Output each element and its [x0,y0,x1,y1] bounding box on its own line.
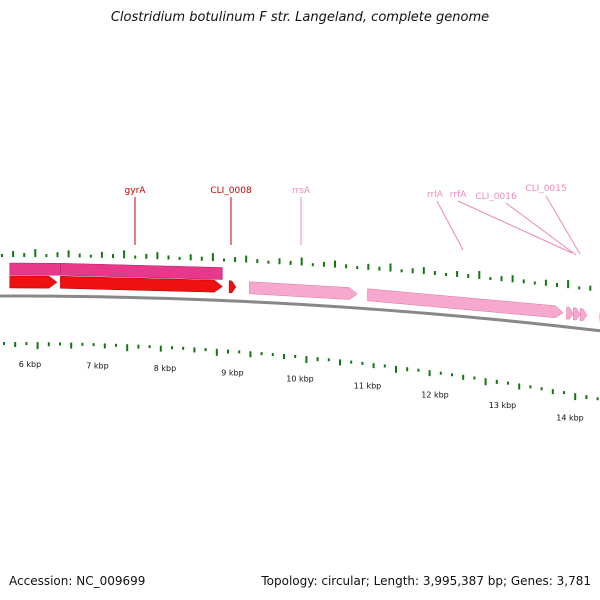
gene-labels: gyrA CLI_0008 rrsA rrlA rrfA CLI_0016 CLI_0015 [125,184,581,256]
gene-label: gyrA [125,186,147,196]
axis-tick-label: 11 kbp [354,382,382,391]
reverse-gene-arrow [9,275,58,289]
gene-label: CLI_0015 [525,184,566,194]
reverse-gene-arrow [367,288,564,318]
axis-tick-label: 13 kbp [489,401,517,410]
axis-tick-label: 12 kbp [421,391,449,400]
forward-gene [9,262,61,276]
gene-leader-line [545,195,581,255]
reverse-gene-arrow [249,281,358,300]
axis-tick-label: 7 kbp [86,361,108,370]
gene-leader-line [436,200,464,251]
reverse-gene-arrow [573,307,581,321]
gene-label: CLI_0008 [210,186,252,196]
reverse-gene-arrow [60,275,223,293]
axis-tick-label: 8 kbp [154,364,176,373]
gene-leader-line [505,202,577,256]
axis-tick-label: 10 kbp [286,374,314,383]
gc-content-ticks [1,249,592,291]
accession-label: Accession: NC_009699 [9,574,146,588]
reverse-gene-arrow [579,308,588,322]
axis-tick-label: 6 kbp [19,360,41,369]
genome-backbone [0,294,600,333]
gene-label: rrlA [427,190,444,200]
gene-label: rrfA [450,190,467,200]
genome-summary: Topology: circular; Length: 3,995,387 bp… [261,574,591,588]
reverse-gene-arrow [228,280,237,294]
forward-strand-track [9,262,223,280]
gc-skew-ticks [3,342,599,401]
gene-label: CLI_0016 [475,192,517,202]
backbone-line [0,294,600,333]
reverse-strand-track [9,275,600,324]
kbp-axis: 6 kbp 7 kbp 8 kbp 9 kbp 10 kbp 11 kbp 12 kbp 13… [19,360,584,422]
axis-tick-label: 9 kbp [221,368,243,377]
forward-gene [60,262,223,280]
reverse-gene-arrow [566,306,574,320]
gene-label: rrsA [292,186,311,196]
map-title: Clostridium botulinum F str. Langeland, … [110,10,490,25]
gene-leader-line [457,200,573,254]
axis-tick-label: 14 kbp [556,413,584,422]
